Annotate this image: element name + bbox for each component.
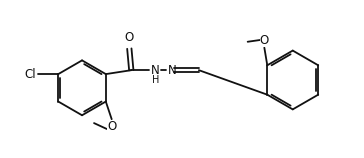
Text: H: H	[152, 75, 159, 85]
Text: Cl: Cl	[24, 68, 36, 81]
Text: O: O	[260, 34, 269, 47]
Text: O: O	[107, 120, 116, 133]
Text: O: O	[125, 31, 134, 44]
Text: N: N	[151, 64, 160, 77]
Text: N: N	[167, 64, 176, 77]
